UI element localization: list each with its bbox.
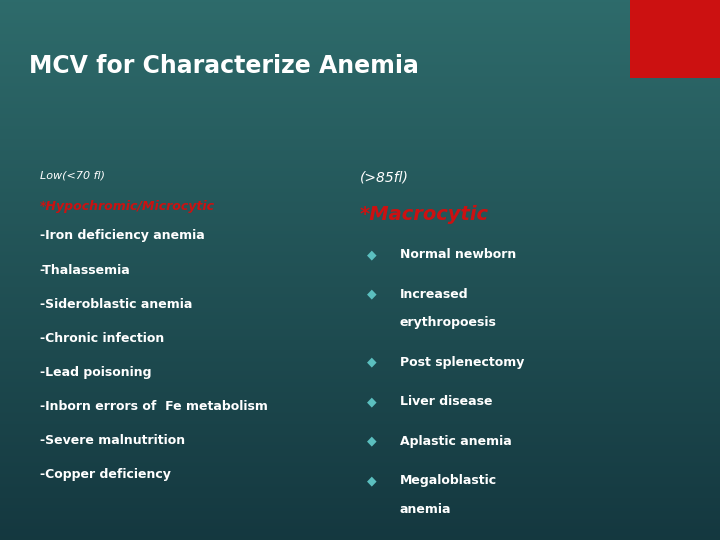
Text: anemia: anemia xyxy=(400,503,451,516)
Text: ◆: ◆ xyxy=(367,288,377,301)
Text: Normal newborn: Normal newborn xyxy=(400,248,516,261)
Text: -Thalassemia: -Thalassemia xyxy=(40,264,130,276)
Text: -Severe malnutrition: -Severe malnutrition xyxy=(40,434,185,447)
Text: -Inborn errors of  Fe metabolism: -Inborn errors of Fe metabolism xyxy=(40,400,267,413)
Text: Liver disease: Liver disease xyxy=(400,395,492,408)
Text: ◆: ◆ xyxy=(367,248,377,261)
Text: -Copper deficiency: -Copper deficiency xyxy=(40,468,171,481)
Text: Post splenectomy: Post splenectomy xyxy=(400,356,524,369)
Text: Low(<70 fl): Low(<70 fl) xyxy=(40,170,104,180)
Bar xyxy=(630,0,720,78)
Text: (>85fl): (>85fl) xyxy=(360,170,409,184)
Text: MCV for Characterize Anemia: MCV for Characterize Anemia xyxy=(29,54,418,78)
Text: Increased: Increased xyxy=(400,288,468,301)
Text: erythropoesis: erythropoesis xyxy=(400,316,497,329)
Text: -Iron deficiency anemia: -Iron deficiency anemia xyxy=(40,230,204,242)
Text: *Hypochromic/Microcytic: *Hypochromic/Microcytic xyxy=(40,200,215,213)
Text: *Macrocytic: *Macrocytic xyxy=(360,205,489,224)
Text: ◆: ◆ xyxy=(367,356,377,369)
Text: -Lead poisoning: -Lead poisoning xyxy=(40,366,151,379)
Text: -Sideroblastic anemia: -Sideroblastic anemia xyxy=(40,298,192,310)
Text: Megaloblastic: Megaloblastic xyxy=(400,474,497,487)
Text: ◆: ◆ xyxy=(367,395,377,408)
Text: -Chronic infection: -Chronic infection xyxy=(40,332,164,345)
Text: Aplastic anemia: Aplastic anemia xyxy=(400,435,511,448)
Text: ◆: ◆ xyxy=(367,435,377,448)
Text: ◆: ◆ xyxy=(367,474,377,487)
